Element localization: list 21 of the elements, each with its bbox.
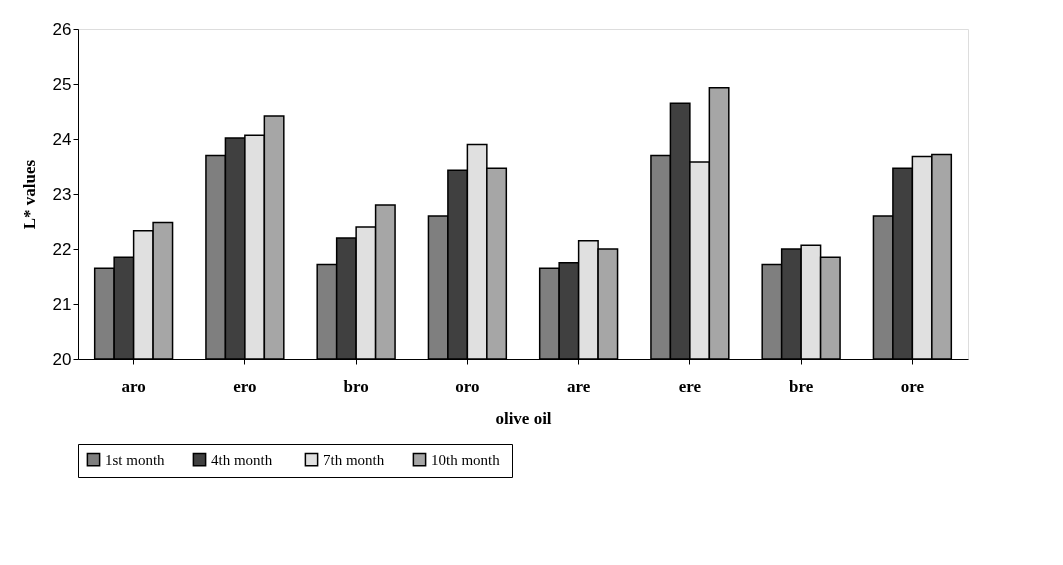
x-tick-label: aro <box>121 376 146 396</box>
legend-label: 7th month <box>323 451 385 468</box>
x-tick-label: ore <box>900 376 925 396</box>
legend-label: 4th month <box>211 451 273 468</box>
y-tick-label: 20 <box>52 349 72 369</box>
x-tick-label: bre <box>789 376 814 396</box>
y-tick-label: 24 <box>52 129 72 149</box>
x-tick-label: oro <box>455 376 480 396</box>
legend-label: 1st month <box>105 451 166 468</box>
x-tick-label: bro <box>343 376 369 396</box>
x-tick-label: ero <box>233 376 257 396</box>
y-tick-label: 22 <box>52 239 72 259</box>
y-tick-label: 23 <box>52 184 72 204</box>
y-tick-label: 25 <box>52 74 72 94</box>
legend-label: 10th month <box>431 451 501 468</box>
x-tick-label: are <box>566 376 591 396</box>
x-tick-label: ere <box>678 376 702 396</box>
y-tick-label: 26 <box>52 19 72 39</box>
y-axis-title: L* values <box>19 159 39 230</box>
y-tick-label: 21 <box>52 294 72 314</box>
x-axis-title: olive oil <box>495 408 552 428</box>
